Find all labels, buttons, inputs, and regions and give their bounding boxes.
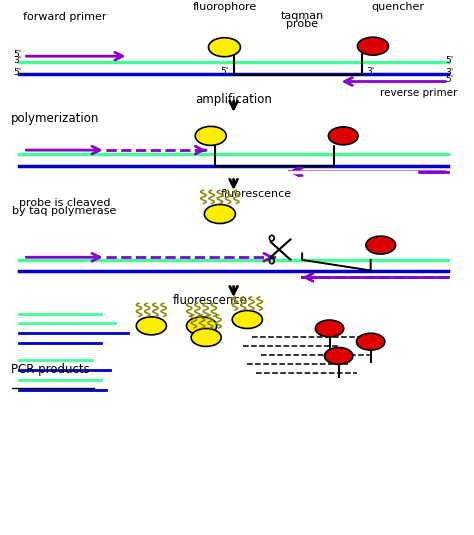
Text: taqman: taqman	[281, 11, 324, 21]
Text: 5': 5'	[221, 67, 229, 76]
Text: fluorescence: fluorescence	[221, 189, 292, 199]
Text: 5': 5'	[13, 50, 22, 59]
Text: 5': 5'	[446, 75, 454, 85]
Text: 5': 5'	[13, 67, 22, 77]
Ellipse shape	[209, 37, 240, 57]
Ellipse shape	[325, 348, 353, 364]
Ellipse shape	[136, 317, 166, 335]
Ellipse shape	[315, 320, 344, 337]
Text: forward primer: forward primer	[23, 12, 106, 22]
Ellipse shape	[204, 204, 236, 224]
Ellipse shape	[191, 328, 221, 347]
Text: probe is cleaved: probe is cleaved	[19, 198, 110, 208]
Text: 3': 3'	[446, 67, 454, 77]
Text: amplification: amplification	[195, 93, 272, 106]
Text: 3': 3'	[13, 56, 22, 65]
Ellipse shape	[232, 310, 263, 328]
Ellipse shape	[366, 236, 396, 254]
Ellipse shape	[357, 37, 389, 55]
Text: fluorophore: fluorophore	[192, 2, 256, 12]
Text: by taq polymerase: by taq polymerase	[12, 206, 117, 216]
Text: reverse primer: reverse primer	[380, 88, 457, 98]
Text: 5': 5'	[446, 56, 454, 65]
Ellipse shape	[187, 317, 217, 335]
Text: polymerization: polymerization	[11, 112, 100, 125]
Text: 3': 3'	[366, 67, 374, 76]
Ellipse shape	[328, 127, 358, 145]
Text: fluorescence: fluorescence	[173, 294, 248, 308]
Text: probe: probe	[286, 19, 318, 29]
Ellipse shape	[195, 126, 226, 146]
Ellipse shape	[356, 333, 385, 350]
Text: PCR products: PCR products	[11, 363, 90, 376]
Text: quencher: quencher	[372, 2, 425, 12]
